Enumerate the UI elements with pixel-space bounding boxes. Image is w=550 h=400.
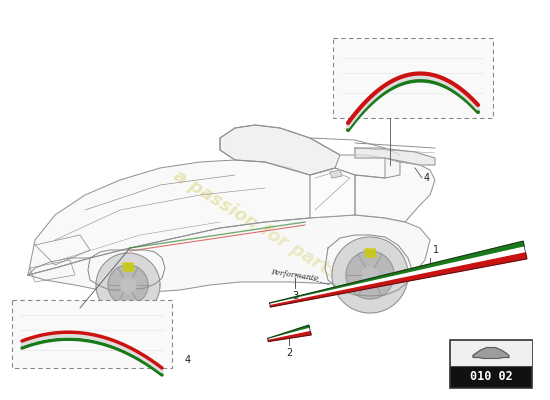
Polygon shape <box>28 160 310 275</box>
Polygon shape <box>362 267 378 283</box>
Text: 4: 4 <box>424 173 430 183</box>
Polygon shape <box>220 125 400 178</box>
Text: a passion for parts 1985: a passion for parts 1985 <box>170 167 389 313</box>
Polygon shape <box>123 263 134 271</box>
FancyBboxPatch shape <box>12 300 172 368</box>
Polygon shape <box>268 332 311 342</box>
Polygon shape <box>355 148 435 165</box>
Polygon shape <box>268 328 310 340</box>
Polygon shape <box>332 237 408 313</box>
Polygon shape <box>28 215 430 292</box>
Polygon shape <box>220 125 340 175</box>
Polygon shape <box>96 253 160 317</box>
FancyBboxPatch shape <box>333 38 493 118</box>
Polygon shape <box>365 249 376 257</box>
Text: 3: 3 <box>292 291 298 301</box>
Polygon shape <box>270 247 526 306</box>
Polygon shape <box>355 158 435 222</box>
Text: 1: 1 <box>433 245 439 255</box>
Polygon shape <box>120 277 136 293</box>
Polygon shape <box>346 251 394 299</box>
Bar <box>450 340 532 388</box>
Polygon shape <box>270 253 527 307</box>
Polygon shape <box>473 348 509 358</box>
Text: 2: 2 <box>286 348 292 358</box>
Polygon shape <box>108 265 148 305</box>
Text: Performante: Performante <box>271 268 320 282</box>
Polygon shape <box>330 170 342 178</box>
Bar <box>450 340 532 366</box>
Polygon shape <box>310 168 355 218</box>
Polygon shape <box>268 325 310 340</box>
Text: 010 02: 010 02 <box>470 370 513 384</box>
Polygon shape <box>270 241 524 304</box>
Text: 4: 4 <box>185 355 191 365</box>
